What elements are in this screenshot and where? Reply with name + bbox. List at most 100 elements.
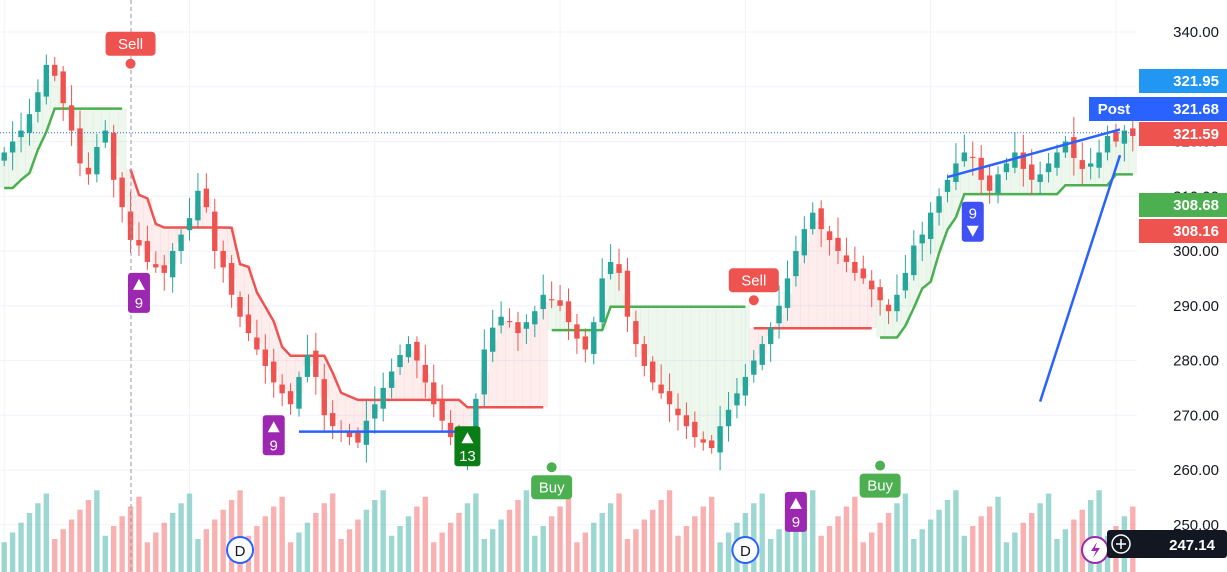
trend-fill bbox=[816, 218, 826, 329]
volume-bar bbox=[169, 513, 176, 572]
candle-body bbox=[911, 245, 917, 276]
sell-signal-label[interactable] bbox=[728, 268, 779, 293]
resistance-trendline[interactable] bbox=[947, 128, 1121, 179]
candle-body bbox=[439, 399, 445, 421]
volume-bar bbox=[574, 542, 580, 572]
candle-body bbox=[801, 229, 808, 256]
candle-body bbox=[607, 261, 614, 274]
trend-fill bbox=[496, 321, 506, 408]
candle-body bbox=[119, 177, 125, 208]
dividend-marker[interactable] bbox=[731, 536, 760, 564]
trend-fill bbox=[1061, 146, 1071, 186]
trend-fill bbox=[277, 346, 287, 389]
trend-fill bbox=[50, 70, 60, 109]
volume-bar bbox=[161, 522, 167, 572]
buy-signal-dot bbox=[875, 460, 886, 471]
volume-bar bbox=[911, 539, 917, 572]
volume-bar bbox=[18, 522, 24, 572]
volume-bar bbox=[591, 522, 597, 572]
sequential-count-badge[interactable] bbox=[127, 272, 150, 313]
candle-body bbox=[431, 382, 437, 405]
sequential-count-badge[interactable] bbox=[961, 201, 984, 242]
candle-body bbox=[203, 188, 210, 208]
candle-body bbox=[877, 287, 883, 301]
volume-bar bbox=[944, 500, 951, 572]
candle-body bbox=[616, 264, 622, 273]
candle-body bbox=[43, 64, 50, 97]
volume-bar bbox=[1037, 503, 1043, 572]
candle-body bbox=[481, 349, 487, 395]
trend-fill bbox=[555, 303, 565, 331]
trend-fill bbox=[825, 235, 835, 329]
price-tag bbox=[1139, 193, 1227, 217]
volume-bar bbox=[119, 516, 125, 572]
volume-bar bbox=[52, 539, 58, 572]
volume-bar bbox=[111, 526, 117, 572]
candle-body bbox=[77, 128, 83, 164]
candle-body bbox=[751, 360, 757, 375]
price-tag bbox=[1139, 69, 1227, 93]
trend-fill bbox=[606, 267, 616, 307]
volume-bar bbox=[919, 529, 925, 572]
trend-fill bbox=[901, 281, 911, 326]
sequential-count-badge[interactable] bbox=[262, 415, 285, 456]
sequential-count-text: 9 bbox=[792, 514, 800, 531]
candle-body bbox=[927, 212, 934, 239]
trend-fill bbox=[454, 399, 464, 442]
support-trendline[interactable] bbox=[1038, 154, 1122, 402]
candle-body bbox=[683, 415, 690, 427]
candle-body bbox=[388, 371, 395, 388]
plus-circle-icon[interactable] bbox=[1111, 534, 1131, 554]
candle-body bbox=[279, 384, 285, 394]
candle-body bbox=[136, 240, 142, 246]
sequential-count-text: 9 bbox=[135, 295, 143, 312]
trend-fill bbox=[724, 306, 734, 418]
trend-fill bbox=[943, 185, 953, 230]
volume-bar bbox=[877, 522, 883, 572]
candle-body bbox=[329, 413, 336, 427]
y-tick-label: 290.00 bbox=[1173, 298, 1219, 315]
candle-body bbox=[650, 361, 656, 383]
trend-fill bbox=[656, 306, 666, 389]
candle-body bbox=[532, 311, 538, 325]
candle-body bbox=[869, 280, 875, 290]
candle-body bbox=[986, 175, 993, 191]
dividend-marker[interactable] bbox=[226, 536, 255, 564]
volume-bar bbox=[136, 496, 142, 572]
buy-signal-label[interactable] bbox=[531, 475, 573, 500]
volume-bar bbox=[658, 500, 664, 572]
candle-body bbox=[919, 234, 925, 244]
trend-fill bbox=[800, 242, 810, 329]
candle-body bbox=[633, 321, 639, 345]
sequential-count-badge[interactable] bbox=[454, 426, 481, 467]
volume-bar bbox=[784, 519, 791, 572]
sell-signal-dot bbox=[748, 295, 759, 306]
candle-body bbox=[961, 152, 968, 162]
candle-body bbox=[953, 163, 959, 183]
trend-fill bbox=[690, 306, 700, 430]
volume-bar bbox=[650, 509, 656, 572]
volume-bar bbox=[793, 509, 799, 572]
candle-body bbox=[447, 422, 454, 438]
volume-bar bbox=[801, 500, 808, 572]
sell-signal-label[interactable] bbox=[105, 31, 156, 56]
triangle-down-icon bbox=[966, 225, 979, 237]
trend-fill bbox=[934, 204, 944, 253]
supertrend-up-line bbox=[551, 305, 746, 332]
candle-body bbox=[1037, 174, 1043, 183]
price-axis[interactable] bbox=[1137, 0, 1227, 572]
sequential-count-badge[interactable] bbox=[784, 491, 807, 532]
trend-fill bbox=[33, 102, 43, 150]
volume-bar bbox=[9, 532, 16, 572]
volume-bar bbox=[835, 516, 841, 572]
volume-bar bbox=[405, 516, 412, 572]
candle-body bbox=[422, 364, 429, 383]
candle-body bbox=[624, 270, 631, 317]
candle-body bbox=[220, 251, 226, 268]
candle-body bbox=[717, 426, 723, 453]
volume-bar bbox=[321, 503, 327, 572]
buy-signal-label[interactable] bbox=[859, 473, 901, 498]
candle-body bbox=[725, 409, 732, 427]
volume-bar bbox=[203, 529, 210, 572]
